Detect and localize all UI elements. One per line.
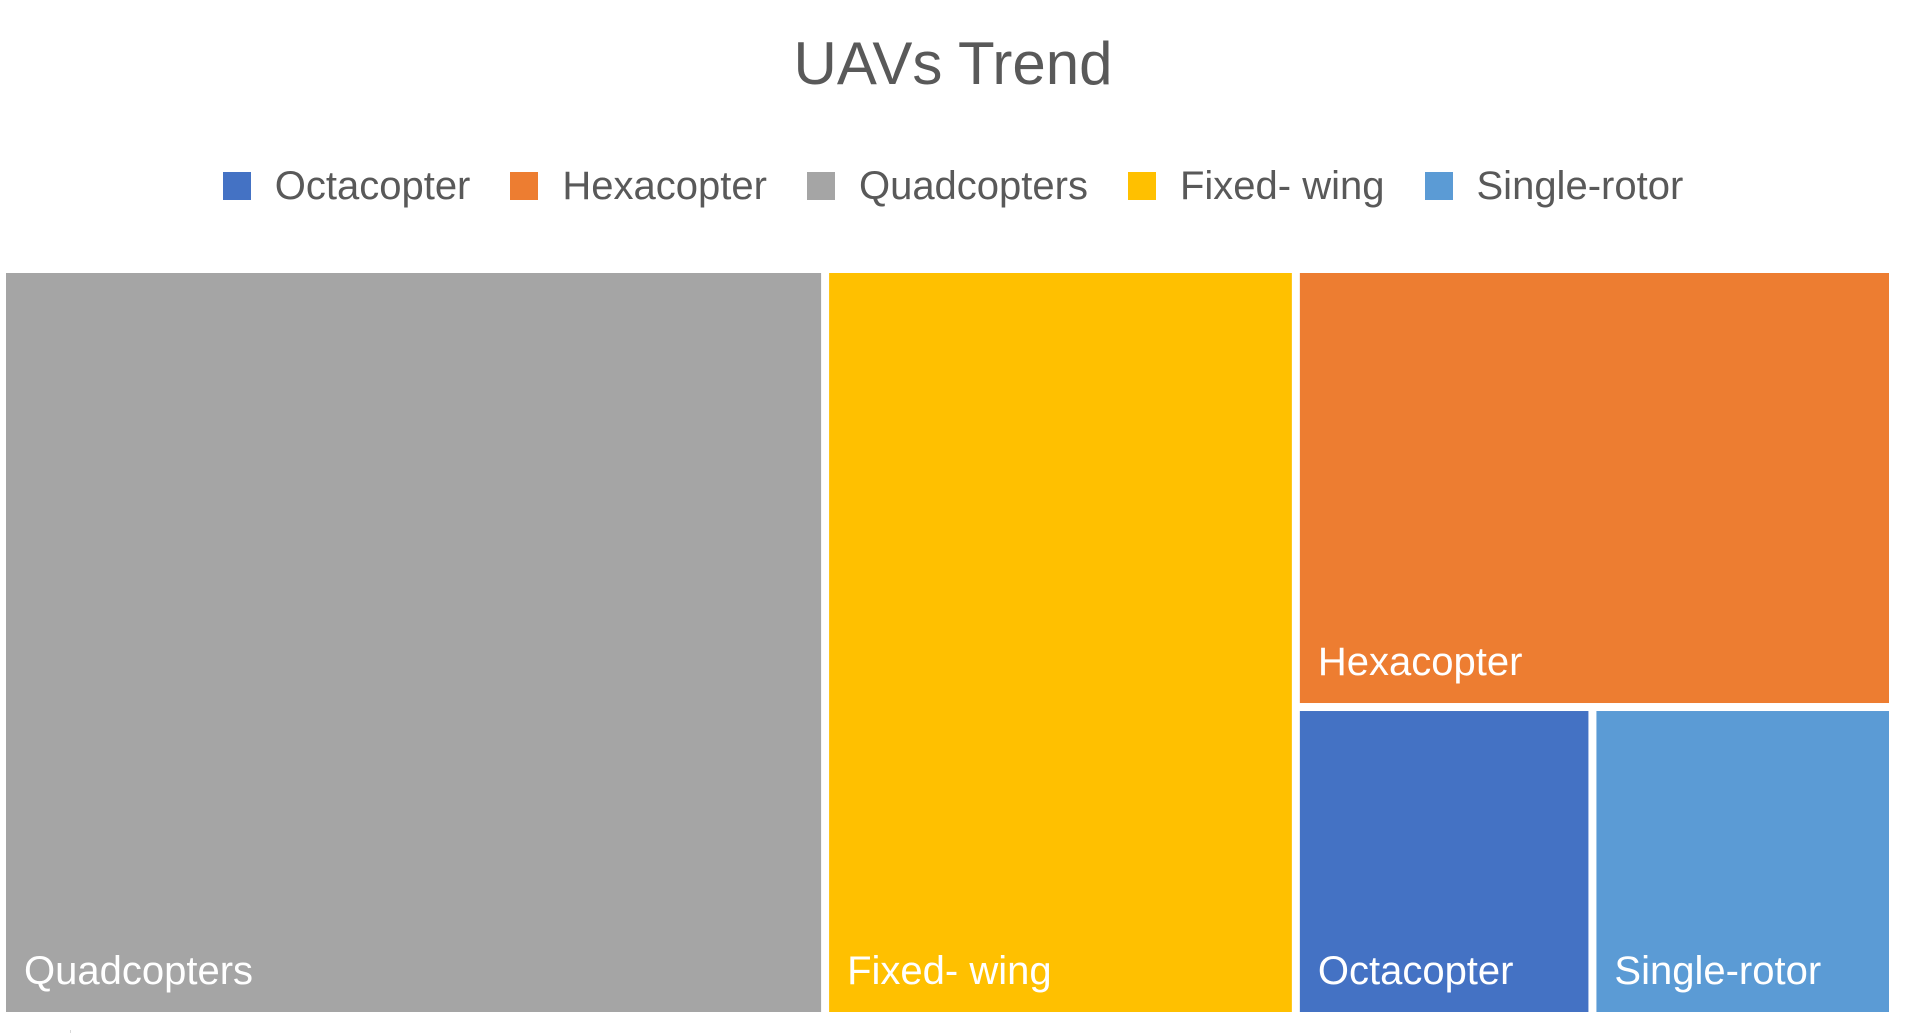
tile-quadcopters[interactable] — [6, 273, 822, 1012]
legend-item-single-rotor[interactable]: Single-rotor — [1424, 162, 1684, 210]
legend-label-hexacopter: Hexacopter — [562, 164, 767, 208]
legend-label-single-rotor: Single-rotor — [1476, 164, 1684, 208]
tile-octacopter[interactable] — [1299, 711, 1589, 1012]
legend-swatch-octacopter — [222, 172, 251, 200]
tile-label-hexacopter: Hexacopter — [1318, 640, 1523, 684]
legend-swatch-hexacopter — [510, 172, 539, 200]
tile-label-octacopter: Octacopter — [1318, 949, 1514, 993]
tile-hexacopter[interactable] — [1299, 273, 1889, 704]
tile-label-quadcopters: Quadcopters — [24, 949, 253, 993]
legend-label-octacopter: Octacopter — [274, 164, 471, 208]
baseline-tick — [70, 1030, 71, 1033]
tile-label-single-rotor: Single-rotor — [1614, 949, 1821, 993]
legend-item-octacopter[interactable]: Octacopter — [222, 162, 471, 210]
legend-swatch-fixed-wing — [1127, 172, 1156, 200]
tile-single-rotor[interactable] — [1596, 711, 1889, 1012]
legend-item-hexacopter[interactable]: Hexacopter — [510, 162, 767, 210]
legend-swatch-single-rotor — [1424, 172, 1453, 200]
legend-item-quadcopters[interactable]: Quadcopters — [806, 162, 1088, 210]
tile-label-fixed-wing: Fixed- wing — [847, 949, 1052, 993]
chart-legend: Octacopter Hexacopter Quadcopters Fixed-… — [0, 162, 1906, 210]
legend-label-quadcopters: Quadcopters — [858, 164, 1088, 208]
legend-label-fixed-wing: Fixed- wing — [1179, 164, 1385, 208]
chart-title: UAVs Trend — [793, 30, 1113, 97]
tile-fixed-wing[interactable] — [829, 273, 1292, 1012]
legend-item-fixed-wing[interactable]: Fixed- wing — [1127, 162, 1385, 210]
legend-swatch-quadcopters — [806, 172, 835, 200]
